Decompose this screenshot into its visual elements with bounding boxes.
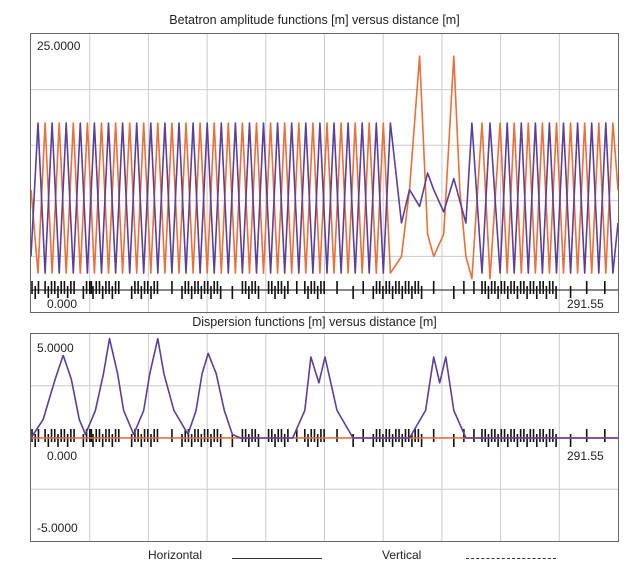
legend-horizontal-line [232,558,322,559]
legend-vertical-line [466,558,556,559]
dispersion-y-tick-label-top: 5.0000 [35,341,76,355]
dispersion-plot-panel: 5.0000 -5.0000 0.000 291.55 [30,333,619,542]
dispersion-horizontal-series-line [31,337,618,439]
dispersion-x-tick-label-start: 0.000 [45,449,80,463]
dispersion-y-tick-label-bottom: -5.0000 [35,521,80,535]
beta-x-tick-label-start: 0.000 [45,297,80,311]
legend-horizontal-label: Horizontal [148,548,203,562]
beta-vertical-series-line [31,122,618,274]
beta-y-tick-label-top: 25.0000 [35,39,83,53]
beta-plot-panel: 25.0000 0.000 291.55 [30,33,619,313]
beta-chart-title: Betatron amplitude functions [m] versus … [169,13,460,27]
beta-plot-area [31,34,618,312]
beta-x-tick-label-end: 291.55 [565,297,606,311]
legend-vertical-label: Vertical [382,548,422,562]
dispersion-chart-title: Dispersion functions [m] versus distance… [192,315,437,329]
dispersion-plot-area [31,334,618,541]
dispersion-x-tick-label-end: 291.55 [565,449,606,463]
